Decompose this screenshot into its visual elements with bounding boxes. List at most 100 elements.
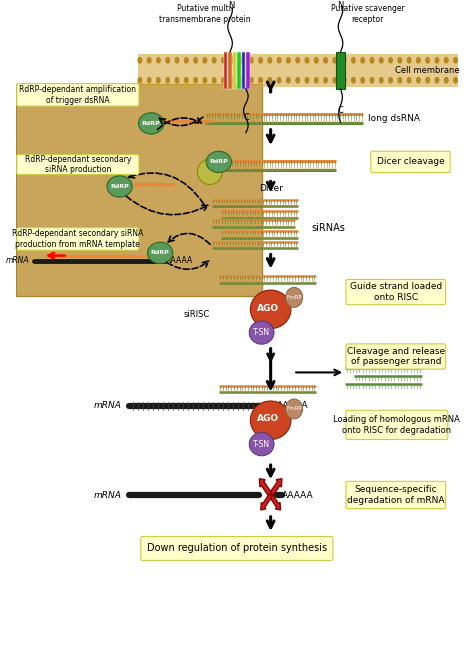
Circle shape	[361, 77, 365, 83]
Circle shape	[138, 77, 142, 83]
Circle shape	[407, 58, 411, 63]
Circle shape	[249, 77, 253, 83]
Circle shape	[370, 58, 374, 63]
FancyBboxPatch shape	[17, 228, 139, 250]
Circle shape	[259, 77, 263, 83]
Circle shape	[240, 77, 244, 83]
Text: Cell membrane: Cell membrane	[395, 66, 460, 75]
Circle shape	[175, 58, 179, 63]
Circle shape	[380, 77, 383, 83]
Circle shape	[268, 58, 272, 63]
Circle shape	[147, 58, 151, 63]
Circle shape	[203, 77, 207, 83]
Text: Down regulation of protein synthesis: Down regulation of protein synthesis	[147, 544, 327, 554]
Ellipse shape	[249, 321, 274, 344]
Circle shape	[435, 77, 439, 83]
Circle shape	[296, 58, 300, 63]
Text: Dicer cleavage: Dicer cleavage	[376, 157, 444, 167]
FancyBboxPatch shape	[141, 536, 333, 560]
Circle shape	[314, 77, 318, 83]
FancyBboxPatch shape	[346, 411, 448, 439]
Text: AGO: AGO	[257, 415, 280, 423]
Bar	[237, 52, 241, 89]
Circle shape	[445, 77, 448, 83]
Text: siRNAs: siRNAs	[311, 222, 345, 233]
Circle shape	[194, 58, 197, 63]
Circle shape	[287, 58, 290, 63]
Text: T-SN: T-SN	[253, 328, 270, 337]
Circle shape	[445, 58, 448, 63]
FancyBboxPatch shape	[346, 280, 446, 304]
Ellipse shape	[138, 113, 164, 134]
Circle shape	[333, 58, 337, 63]
Bar	[224, 52, 228, 89]
Ellipse shape	[285, 399, 303, 419]
Circle shape	[352, 58, 355, 63]
Bar	[233, 52, 237, 89]
Circle shape	[435, 58, 439, 63]
Bar	[228, 52, 232, 89]
Circle shape	[407, 77, 411, 83]
Text: Guide strand loaded
onto RISC: Guide strand loaded onto RISC	[350, 282, 442, 302]
Circle shape	[314, 58, 318, 63]
Bar	[246, 52, 250, 89]
Bar	[337, 52, 345, 89]
Circle shape	[352, 77, 355, 83]
Circle shape	[296, 77, 300, 83]
Text: FmRP: FmRP	[286, 295, 302, 300]
Text: mRNA: mRNA	[6, 256, 29, 265]
FancyArrow shape	[259, 478, 272, 497]
Ellipse shape	[250, 290, 291, 329]
Text: C: C	[337, 106, 344, 116]
Circle shape	[277, 58, 281, 63]
Bar	[16, 83, 262, 296]
Text: Dicer: Dicer	[259, 184, 283, 193]
Bar	[137, 54, 458, 87]
Circle shape	[231, 58, 235, 63]
Circle shape	[342, 58, 346, 63]
Circle shape	[138, 58, 142, 63]
Circle shape	[324, 77, 328, 83]
Text: C: C	[244, 113, 250, 122]
Circle shape	[454, 77, 457, 83]
Circle shape	[305, 58, 309, 63]
Circle shape	[175, 77, 179, 83]
Circle shape	[426, 77, 429, 83]
Text: long dsRNA: long dsRNA	[368, 114, 419, 123]
Text: AAAAA: AAAAA	[282, 491, 313, 500]
Circle shape	[166, 58, 170, 63]
Ellipse shape	[206, 151, 231, 173]
Circle shape	[259, 58, 263, 63]
Text: mRNA: mRNA	[94, 491, 122, 500]
Circle shape	[222, 77, 225, 83]
Circle shape	[287, 77, 290, 83]
Circle shape	[268, 77, 272, 83]
Circle shape	[426, 58, 429, 63]
Circle shape	[370, 77, 374, 83]
Circle shape	[194, 77, 197, 83]
Circle shape	[156, 77, 160, 83]
Text: siRISC: siRISC	[183, 310, 210, 319]
Text: FmRP: FmRP	[286, 407, 302, 411]
Text: RdRP-dependant secondary siRNA
production from mRNA template: RdRP-dependant secondary siRNA productio…	[12, 229, 144, 249]
Circle shape	[277, 77, 281, 83]
Circle shape	[342, 77, 346, 83]
Text: Loading of homologous mRNA
onto RISC for degradation: Loading of homologous mRNA onto RISC for…	[334, 415, 460, 435]
Text: N: N	[228, 1, 234, 11]
Ellipse shape	[197, 159, 222, 185]
FancyArrow shape	[270, 494, 281, 510]
Circle shape	[156, 58, 160, 63]
Text: AAAAA: AAAAA	[277, 401, 309, 410]
Text: RdRP-dependant secondary
siRNA production: RdRP-dependant secondary siRNA productio…	[25, 155, 131, 174]
Text: Sequence-specific
degradation of mRNA: Sequence-specific degradation of mRNA	[347, 485, 445, 505]
Circle shape	[203, 58, 207, 63]
FancyBboxPatch shape	[346, 344, 446, 369]
Ellipse shape	[249, 433, 274, 456]
Circle shape	[417, 58, 420, 63]
Text: RdRP: RdRP	[142, 121, 161, 126]
Circle shape	[324, 58, 328, 63]
Text: T-SN: T-SN	[253, 439, 270, 449]
FancyArrow shape	[261, 494, 272, 510]
Circle shape	[212, 58, 216, 63]
Ellipse shape	[147, 243, 173, 263]
